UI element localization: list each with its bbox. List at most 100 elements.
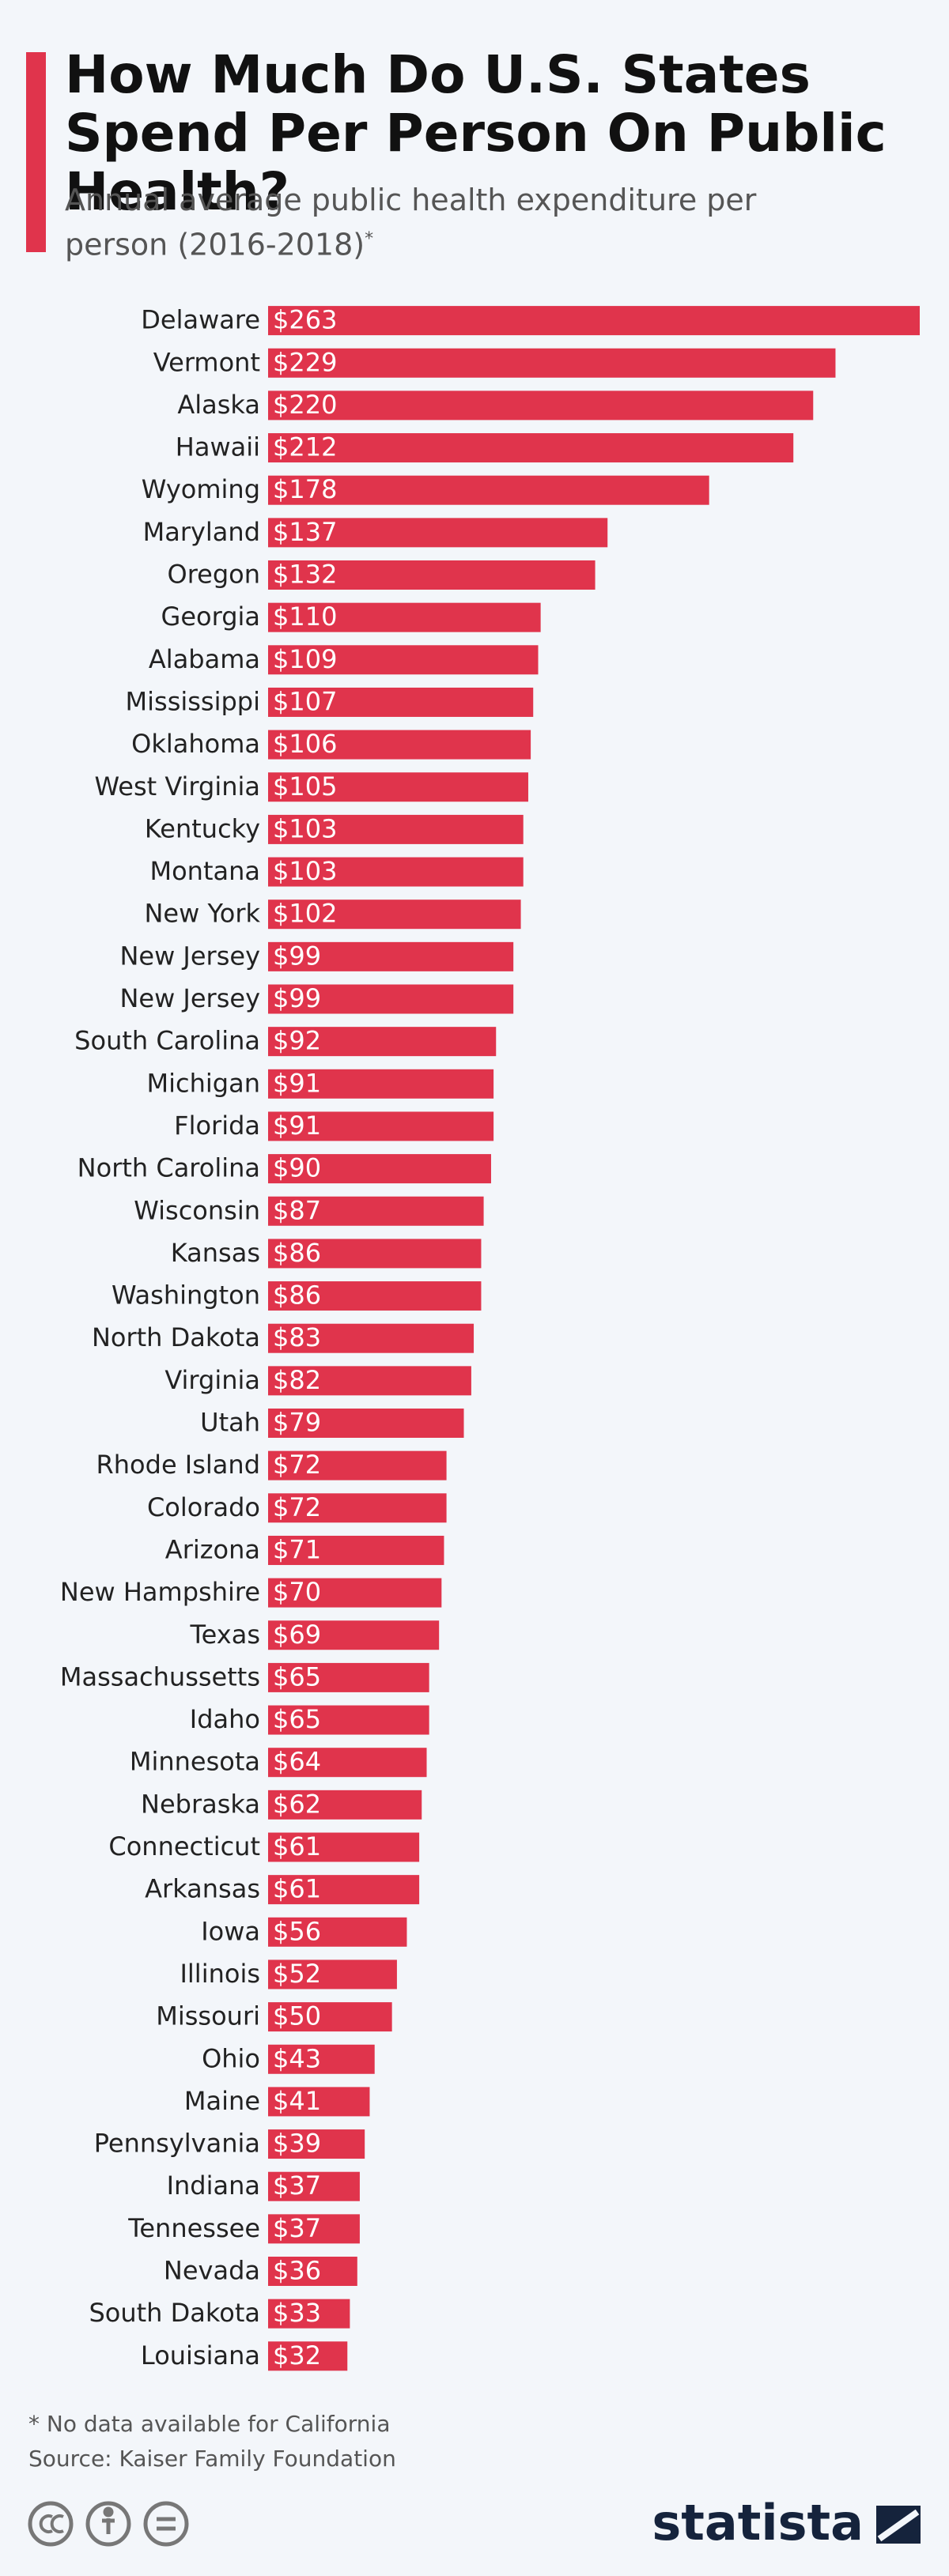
- value-label: $61: [273, 1874, 321, 1904]
- bar: [268, 1917, 407, 1947]
- value-label: $92: [273, 1026, 321, 1056]
- category-label: Alaska: [177, 390, 260, 420]
- category-label: Connecticut: [108, 1831, 260, 1861]
- category-label: Missouri: [156, 2001, 260, 2031]
- category-label: Nebraska: [141, 1789, 260, 1819]
- value-label: $61: [273, 1831, 321, 1861]
- category-label: New Jersey: [119, 983, 260, 1013]
- value-label: $229: [273, 347, 337, 377]
- category-label: Florida: [174, 1111, 260, 1141]
- category-label: Ohio: [202, 2043, 260, 2073]
- value-label: $99: [273, 941, 321, 971]
- bar: [268, 772, 528, 802]
- value-label: $72: [273, 1492, 321, 1522]
- bar: [268, 2257, 357, 2286]
- category-label: Colorado: [147, 1492, 260, 1522]
- bar: [268, 1790, 422, 1820]
- bar: [268, 1578, 442, 1608]
- category-label: Michigan: [147, 1068, 260, 1098]
- value-label: $64: [273, 1747, 321, 1777]
- bar: [268, 814, 524, 844]
- bar: [268, 2214, 360, 2244]
- bar: [268, 2171, 360, 2201]
- bar: [268, 518, 608, 548]
- value-label: $103: [273, 813, 337, 843]
- category-label: Maryland: [143, 517, 260, 547]
- value-label: $86: [273, 1280, 321, 1311]
- value-label: $109: [273, 644, 337, 674]
- category-label: Kansas: [171, 1238, 260, 1268]
- bar: [268, 1875, 420, 1905]
- bar: [268, 390, 814, 421]
- category-label: North Carolina: [78, 1153, 260, 1183]
- category-label: Illinois: [180, 1959, 260, 1989]
- bar: [268, 2299, 350, 2329]
- value-label: $91: [273, 1068, 321, 1098]
- value-label: $32: [273, 2340, 321, 2370]
- category-label: Massachussetts: [60, 1661, 260, 1692]
- bar: [268, 1535, 444, 1565]
- category-label: Delaware: [141, 305, 260, 335]
- bar: [268, 1069, 494, 1099]
- bar: [268, 900, 521, 930]
- category-label: Mississippi: [126, 686, 260, 716]
- category-label: South Dakota: [89, 2298, 260, 2328]
- bar: [268, 2341, 348, 2371]
- value-label: $65: [273, 1704, 321, 1734]
- bar: [268, 941, 514, 971]
- category-label: Arkansas: [145, 1874, 260, 1904]
- value-label: $106: [273, 729, 337, 759]
- category-label: Vermont: [153, 347, 260, 377]
- category-label: Pennsylvania: [94, 2129, 260, 2159]
- bar: [268, 475, 709, 505]
- category-label: New York: [144, 899, 260, 929]
- value-label: $65: [273, 1661, 321, 1692]
- value-label: $52: [273, 1959, 321, 1989]
- bar: [268, 1620, 440, 1650]
- bar: [268, 2044, 375, 2074]
- bar: [268, 1959, 397, 1990]
- category-label: Indiana: [167, 2171, 260, 2201]
- category-label: Utah: [200, 1408, 260, 1438]
- value-label: $87: [273, 1195, 321, 1225]
- category-label: Virginia: [164, 1365, 260, 1395]
- value-label: $132: [273, 560, 337, 590]
- bar: [268, 1366, 471, 1396]
- category-label: Wisconsin: [134, 1195, 260, 1225]
- value-label: $99: [273, 983, 321, 1013]
- bar: [268, 1450, 447, 1480]
- bar: [268, 2087, 370, 2117]
- bar: [268, 1705, 429, 1735]
- value-label: $90: [273, 1153, 321, 1183]
- value-label: $43: [273, 2043, 321, 2073]
- category-label: Nevada: [164, 2256, 260, 2286]
- accent-bar: [26, 52, 46, 252]
- chart-title: How Much Do U.S. States Spend Per Person…: [65, 44, 887, 222]
- bar: [268, 1027, 497, 1057]
- value-label: $39: [273, 2129, 321, 2159]
- category-label: West Virginia: [95, 771, 261, 801]
- category-label: Iowa: [201, 1916, 260, 1946]
- category-label: Idaho: [190, 1704, 260, 1734]
- bar: [268, 730, 531, 760]
- value-label: $56: [273, 1916, 321, 1946]
- value-label: $69: [273, 1620, 321, 1650]
- source: Source: Kaiser Family Foundation: [28, 2446, 396, 2472]
- category-label: Maine: [184, 2086, 260, 2116]
- bar: [268, 2129, 365, 2159]
- value-label: $33: [273, 2298, 321, 2328]
- value-label: $62: [273, 1789, 321, 1819]
- bar: [268, 1196, 484, 1226]
- category-label: Louisiana: [141, 2340, 260, 2370]
- bar: [268, 857, 524, 887]
- value-label: $36: [273, 2256, 321, 2286]
- category-label: Oklahoma: [131, 729, 260, 759]
- bar: [268, 645, 539, 675]
- value-label: $82: [273, 1365, 321, 1395]
- value-label: $83: [273, 1322, 321, 1352]
- bar: [268, 348, 836, 378]
- value-label: $110: [273, 602, 337, 632]
- bar: [268, 1493, 447, 1523]
- value-label: $91: [273, 1111, 321, 1141]
